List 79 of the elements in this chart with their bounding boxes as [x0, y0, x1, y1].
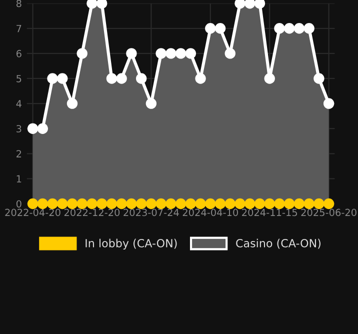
- point: [214, 23, 226, 34]
- point: [175, 198, 186, 210]
- point: [106, 73, 118, 84]
- point: [294, 198, 305, 210]
- point: [66, 98, 78, 109]
- point: [264, 198, 275, 210]
- y-tick-label: 1: [16, 175, 22, 182]
- point: [214, 198, 226, 210]
- point: [264, 73, 275, 84]
- point: [116, 73, 127, 84]
- point: [86, 0, 98, 9]
- y-tick-label: 3: [16, 125, 22, 132]
- point: [156, 198, 166, 210]
- point: [234, 0, 246, 9]
- point: [37, 198, 48, 210]
- x-tick-label: 2025-06-20: [301, 208, 356, 216]
- point: [314, 198, 324, 210]
- point: [57, 198, 68, 210]
- point: [254, 198, 266, 210]
- y-tick-label: 4: [16, 100, 22, 108]
- y-tick-label: 2: [16, 150, 22, 158]
- point: [224, 198, 236, 210]
- legend-label: In lobby (CA-ON): [86, 238, 177, 250]
- x-tick-label: 2022-04-20: [5, 208, 60, 216]
- point: [156, 48, 166, 59]
- point: [96, 0, 108, 9]
- point: [244, 0, 256, 9]
- point: [106, 198, 118, 210]
- point: [86, 198, 98, 210]
- point: [185, 198, 196, 210]
- point: [126, 48, 137, 59]
- point: [314, 73, 324, 84]
- y-tick-label: 6: [16, 50, 22, 58]
- point: [166, 198, 176, 210]
- point: [27, 198, 38, 210]
- point: [66, 198, 78, 210]
- point: [274, 23, 285, 34]
- point: [284, 198, 295, 210]
- point: [195, 73, 206, 84]
- y-tick-label: 5: [16, 75, 22, 82]
- point: [166, 48, 176, 59]
- point: [185, 48, 196, 59]
- point: [76, 48, 88, 59]
- x-tick-label: 2022-12-20: [64, 208, 120, 216]
- point: [205, 198, 216, 210]
- legend-label: Casino (CA-ON): [236, 238, 320, 249]
- x-tick-label: 2024-04-10: [182, 208, 238, 216]
- point: [304, 198, 314, 210]
- point: [244, 198, 256, 210]
- point: [195, 198, 206, 210]
- point: [323, 98, 334, 109]
- point: [47, 73, 58, 84]
- point: [175, 48, 186, 59]
- x-tick-label: 2024-11-15: [242, 208, 298, 216]
- point: [116, 198, 127, 210]
- point: [136, 198, 147, 210]
- point: [274, 198, 285, 210]
- point: [224, 48, 236, 59]
- point: [294, 23, 305, 34]
- point: [76, 198, 88, 210]
- x-tick-label: 2023-07-24: [124, 208, 179, 216]
- point: [205, 23, 216, 34]
- point: [146, 98, 157, 109]
- point: [27, 123, 38, 134]
- y-tick-label: 7: [16, 24, 22, 32]
- point: [126, 198, 137, 210]
- point: [96, 198, 108, 210]
- point: [284, 23, 295, 34]
- y-tick-label: 8: [16, 0, 22, 8]
- point: [304, 23, 314, 34]
- point: [37, 123, 48, 134]
- point: [47, 198, 58, 210]
- point: [136, 73, 147, 84]
- point: [254, 0, 266, 9]
- point: [323, 198, 334, 210]
- y-tick-label: 0: [16, 200, 22, 208]
- point: [146, 198, 157, 210]
- point: [57, 73, 68, 84]
- point: [234, 198, 246, 210]
